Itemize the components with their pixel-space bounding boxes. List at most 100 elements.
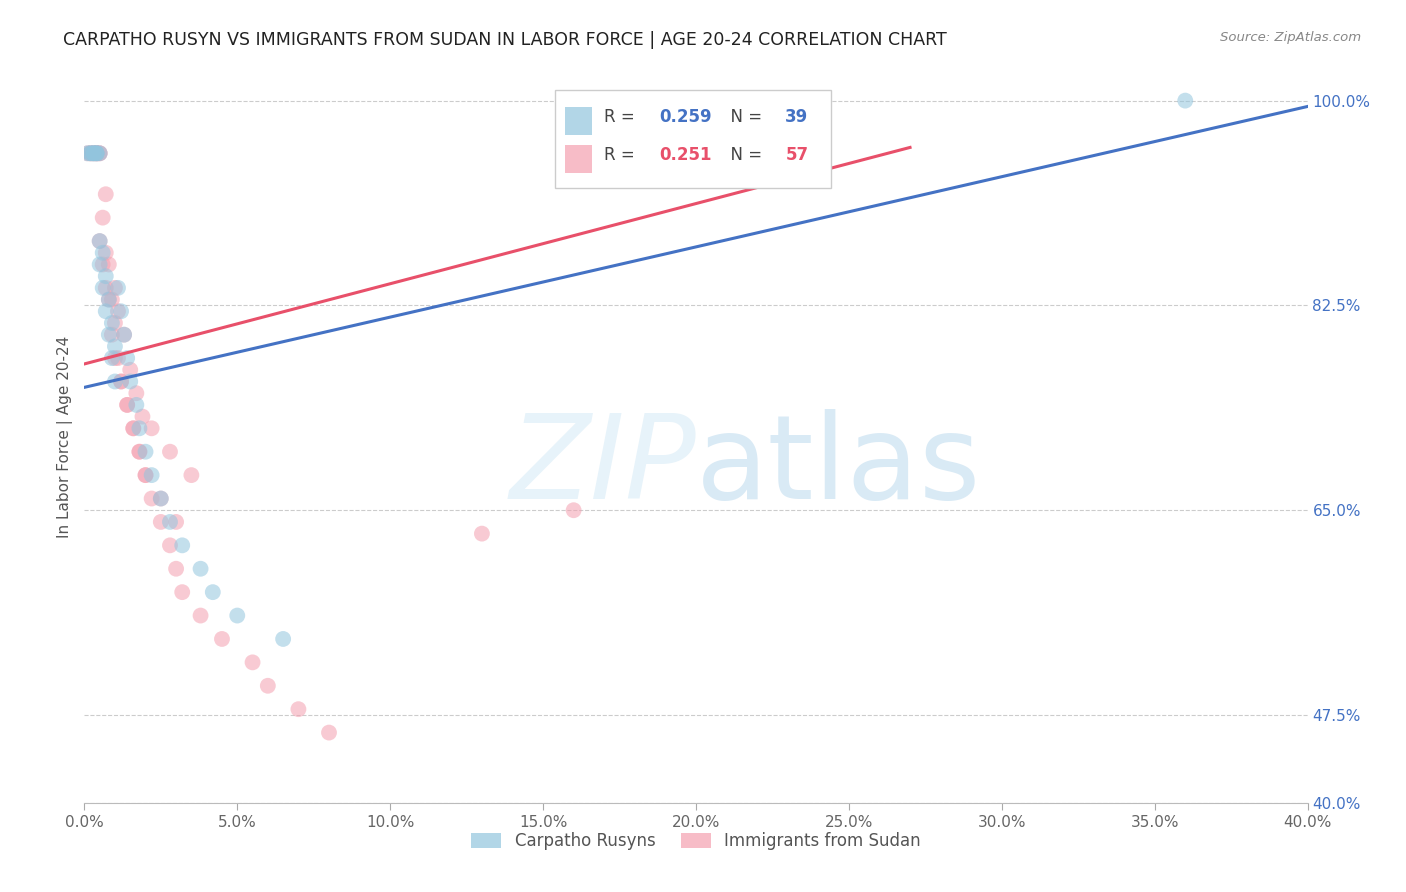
Point — [122, 421, 145, 435]
Point — [159, 538, 181, 552]
Point — [89, 146, 111, 161]
Point — [190, 608, 212, 623]
Point — [97, 293, 120, 307]
Legend: Carpatho Rusyns, Immigrants from Sudan: Carpatho Rusyns, Immigrants from Sudan — [465, 825, 927, 856]
Point — [89, 257, 111, 271]
Point — [149, 491, 172, 506]
Point — [107, 281, 129, 295]
Point — [76, 146, 98, 161]
Point — [91, 257, 114, 271]
Point — [86, 146, 108, 161]
Text: N =: N = — [720, 146, 768, 164]
Point — [91, 245, 114, 260]
Point — [97, 327, 120, 342]
Point — [107, 304, 129, 318]
Point — [115, 351, 138, 365]
Point — [83, 146, 105, 161]
Point — [159, 444, 181, 458]
Point — [89, 146, 111, 161]
Point — [97, 293, 120, 307]
Point — [101, 351, 124, 365]
Text: 0.251: 0.251 — [659, 146, 711, 164]
Point — [94, 269, 117, 284]
Point — [159, 515, 181, 529]
Point — [76, 146, 98, 161]
Point — [141, 468, 163, 483]
Point — [125, 386, 148, 401]
Point — [91, 281, 114, 295]
FancyBboxPatch shape — [565, 145, 592, 173]
Point — [115, 398, 138, 412]
Point — [79, 146, 101, 161]
Text: CARPATHO RUSYN VS IMMIGRANTS FROM SUDAN IN LABOR FORCE | AGE 20-24 CORRELATION C: CARPATHO RUSYN VS IMMIGRANTS FROM SUDAN … — [63, 31, 948, 49]
Point — [110, 304, 132, 318]
Text: 39: 39 — [786, 109, 808, 127]
Point — [83, 146, 105, 161]
Point — [141, 421, 163, 435]
Point — [226, 608, 249, 623]
Point — [131, 409, 153, 424]
Point — [101, 293, 124, 307]
Point — [128, 444, 150, 458]
Point — [190, 562, 212, 576]
Point — [86, 146, 108, 161]
Point — [115, 398, 138, 412]
Point — [211, 632, 233, 646]
Text: R =: R = — [605, 146, 640, 164]
Point — [471, 526, 494, 541]
Point — [94, 304, 117, 318]
FancyBboxPatch shape — [565, 107, 592, 135]
Point — [83, 146, 105, 161]
Point — [97, 257, 120, 271]
Point — [104, 281, 127, 295]
Point — [201, 585, 224, 599]
Point — [120, 363, 142, 377]
Point — [104, 316, 127, 330]
Point — [104, 375, 127, 389]
Point — [122, 421, 145, 435]
Point — [89, 234, 111, 248]
Point — [135, 468, 157, 483]
Point — [128, 421, 150, 435]
Point — [135, 468, 157, 483]
Point — [271, 632, 294, 646]
Point — [180, 468, 202, 483]
Point — [104, 339, 127, 353]
Point — [120, 375, 142, 389]
Text: ZIP: ZIP — [509, 409, 696, 524]
Point — [107, 351, 129, 365]
Point — [112, 327, 135, 342]
Point — [101, 316, 124, 330]
Point — [79, 146, 101, 161]
Text: atlas: atlas — [696, 409, 981, 524]
Point — [86, 146, 108, 161]
Point — [83, 146, 105, 161]
Point — [242, 656, 264, 670]
Point — [172, 585, 194, 599]
Point — [149, 491, 172, 506]
Text: 57: 57 — [786, 146, 808, 164]
Y-axis label: In Labor Force | Age 20-24: In Labor Force | Age 20-24 — [58, 336, 73, 538]
Point — [104, 351, 127, 365]
Point — [128, 444, 150, 458]
Text: Source: ZipAtlas.com: Source: ZipAtlas.com — [1220, 31, 1361, 45]
Point — [141, 491, 163, 506]
Point — [165, 515, 187, 529]
Point — [149, 515, 172, 529]
Point — [1174, 94, 1197, 108]
Point — [89, 146, 111, 161]
Point — [86, 146, 108, 161]
Point — [318, 725, 340, 739]
Point — [165, 562, 187, 576]
Point — [83, 146, 105, 161]
Point — [125, 398, 148, 412]
Point — [86, 146, 108, 161]
Point — [101, 327, 124, 342]
Point — [135, 444, 157, 458]
Point — [287, 702, 309, 716]
Point — [79, 146, 101, 161]
Point — [110, 375, 132, 389]
FancyBboxPatch shape — [555, 90, 831, 188]
Point — [94, 245, 117, 260]
Point — [257, 679, 280, 693]
